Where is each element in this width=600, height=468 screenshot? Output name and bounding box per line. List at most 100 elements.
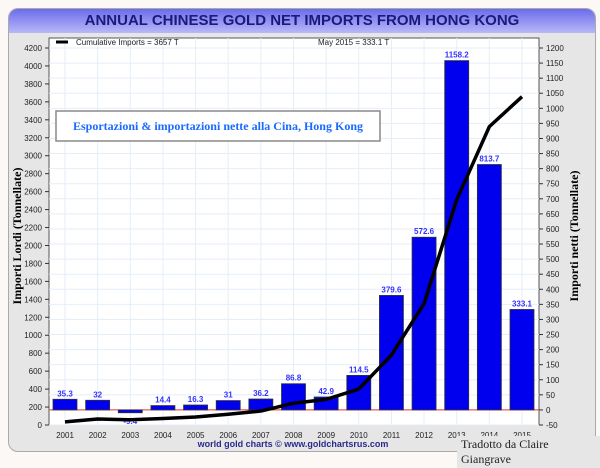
left-tick-label: 2800 <box>24 170 42 179</box>
left-tick-label: 3600 <box>24 98 42 107</box>
x-tick-label: 2007 <box>252 431 270 440</box>
right-tick-label: 200 <box>546 346 560 355</box>
bar-label: 813.7 <box>479 155 500 164</box>
right-tick-label: 950 <box>546 119 560 128</box>
x-tick-label: 2013 <box>448 431 466 440</box>
left-axis-label: Importi Lordi (Tonnellate) <box>10 168 24 305</box>
x-tick-label: 2014 <box>480 431 498 440</box>
bar <box>117 409 143 414</box>
bar-label: 333.1 <box>512 299 533 308</box>
legend-note: May 2015 = 333.1 T <box>318 38 389 47</box>
right-tick-label: 100 <box>546 376 560 385</box>
bar <box>379 295 404 411</box>
left-tick-label: 1200 <box>24 313 42 322</box>
left-tick-label: 3200 <box>24 134 42 143</box>
left-tick-label: 4200 <box>24 44 42 53</box>
left-tick-label: 2400 <box>24 206 42 215</box>
source-credit: world gold charts © www.goldchartsrus.co… <box>197 439 389 449</box>
bar <box>444 60 470 411</box>
left-tick-label: 800 <box>29 349 43 358</box>
left-tick-label: 200 <box>29 403 43 412</box>
right-tick-label: 150 <box>546 361 560 370</box>
right-tick-label: 300 <box>546 315 560 324</box>
right-tick-label: 650 <box>546 210 560 219</box>
right-tick-label: 900 <box>546 134 560 143</box>
x-tick-label: 2002 <box>89 431 107 440</box>
annotation-text: Esportazioni & importazioni nette alla C… <box>73 119 363 133</box>
bar-label: 36.2 <box>253 389 269 398</box>
legend-entry: Cumulative Imports = 3657 T <box>76 38 179 47</box>
right-tick-label: 400 <box>546 285 560 294</box>
left-tick-label: 3800 <box>24 80 42 89</box>
bar-label: 31 <box>224 391 233 400</box>
x-tick-label: 2008 <box>285 431 303 440</box>
left-tick-label: 4000 <box>24 62 42 71</box>
annotation-box <box>55 110 381 142</box>
right-tick-label: 450 <box>546 270 560 279</box>
title-bar: ANNUAL CHINESE GOLD NET IMPORTS FROM HON… <box>9 9 595 33</box>
right-tick-label: 750 <box>546 180 560 189</box>
right-tick-label: 250 <box>546 331 560 340</box>
left-tick-label: 1000 <box>24 331 42 340</box>
right-tick-label: 1100 <box>546 74 564 83</box>
x-tick-label: 2003 <box>121 431 139 440</box>
x-tick-label: 2005 <box>187 431 205 440</box>
right-tick-label: 1000 <box>546 104 564 113</box>
bar-label: 572.6 <box>414 227 435 236</box>
x-tick-label: 2015 <box>513 431 531 440</box>
x-tick-label: 2001 <box>56 431 74 440</box>
x-tick-label: 2010 <box>350 431 368 440</box>
right-tick-label: 600 <box>546 225 560 234</box>
bar <box>183 404 208 411</box>
bar-label: 14.4 <box>155 396 171 405</box>
left-tick-label: 1600 <box>24 277 42 286</box>
right-tick-label: 700 <box>546 195 560 204</box>
x-tick-label: 2004 <box>154 431 172 440</box>
x-tick-label: 2012 <box>415 431 433 440</box>
cumulative-line <box>64 95 524 424</box>
right-tick-label: 550 <box>546 240 560 249</box>
bar-label: 1158.2 <box>445 51 470 60</box>
bar <box>215 400 241 411</box>
right-tick-label: 1050 <box>546 89 564 98</box>
right-tick-label: 500 <box>546 255 560 264</box>
x-tick-label: 2011 <box>383 431 401 440</box>
chart-title: ANNUAL CHINESE GOLD NET IMPORTS FROM HON… <box>84 12 520 29</box>
left-tick-label: 2000 <box>24 241 42 250</box>
bar-label: 42.9 <box>318 387 334 396</box>
bar <box>150 405 176 411</box>
right-tick-label: 0 <box>546 406 551 415</box>
right-tick-label: 850 <box>546 150 560 159</box>
right-tick-label: 50 <box>546 391 555 400</box>
bar-label: 114.5 <box>349 365 369 374</box>
bar <box>476 164 502 411</box>
left-tick-label: 3000 <box>24 152 42 161</box>
left-tick-label: 1400 <box>24 295 42 304</box>
x-tick-label: 2009 <box>317 431 335 440</box>
left-tick-label: 400 <box>29 385 43 394</box>
x-tick-label: 2006 <box>219 431 237 440</box>
bar-label: 379.6 <box>381 285 402 294</box>
bar <box>411 236 437 411</box>
bar <box>509 309 535 411</box>
right-tick-label: -50 <box>546 421 558 430</box>
right-tick-label: 800 <box>546 165 560 174</box>
left-tick-label: 2200 <box>24 224 42 233</box>
left-tick-label: 3400 <box>24 116 42 125</box>
left-tick-label: 600 <box>29 367 43 376</box>
left-tick-label: 1800 <box>24 259 42 268</box>
bar-label: 35.3 <box>57 389 73 398</box>
right-tick-label: 1200 <box>546 44 564 53</box>
bar-label: 16.3 <box>188 395 204 404</box>
bar <box>52 398 78 411</box>
right-tick-label: 1150 <box>546 59 564 68</box>
left-tick-label: 0 <box>38 421 43 430</box>
bar-label: 86.8 <box>286 374 302 383</box>
right-tick-label: 350 <box>546 300 560 309</box>
translator-credit: Tradotto da Claire Giangrave <box>457 436 600 468</box>
right-axis-label: Importi netti (Tonnellate) <box>567 171 581 302</box>
bar-label: 32 <box>93 390 102 399</box>
left-tick-label: 2600 <box>24 188 42 197</box>
bar <box>85 399 111 411</box>
